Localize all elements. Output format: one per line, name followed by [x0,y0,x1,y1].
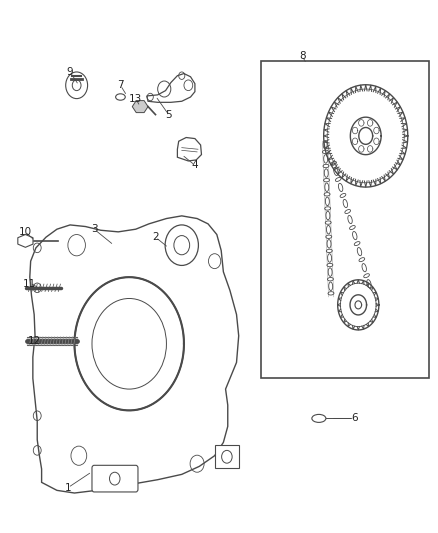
Text: 10: 10 [19,227,32,237]
Polygon shape [18,235,33,247]
Text: 7: 7 [117,80,124,90]
Text: 13: 13 [129,94,142,103]
Text: 12: 12 [28,336,41,346]
Text: 1: 1 [64,483,71,492]
Text: 4: 4 [191,160,198,170]
FancyBboxPatch shape [261,61,429,378]
Text: 3: 3 [91,224,98,234]
Text: 6: 6 [351,414,358,423]
Text: 2: 2 [152,232,159,242]
Polygon shape [30,216,239,493]
Polygon shape [215,445,239,468]
Text: 9: 9 [67,67,74,77]
Text: 11: 11 [23,279,36,288]
Polygon shape [177,138,201,161]
FancyBboxPatch shape [92,465,138,492]
Text: 8: 8 [299,51,306,61]
Polygon shape [147,74,195,102]
Polygon shape [132,101,148,112]
Text: 5: 5 [165,110,172,119]
